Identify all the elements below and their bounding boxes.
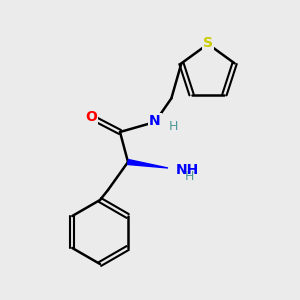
Text: NH: NH bbox=[176, 163, 199, 177]
Text: H: H bbox=[168, 121, 178, 134]
Polygon shape bbox=[128, 160, 168, 168]
Text: S: S bbox=[203, 36, 213, 50]
Text: O: O bbox=[85, 110, 97, 124]
Text: H: H bbox=[184, 169, 194, 182]
Text: N: N bbox=[149, 114, 161, 128]
